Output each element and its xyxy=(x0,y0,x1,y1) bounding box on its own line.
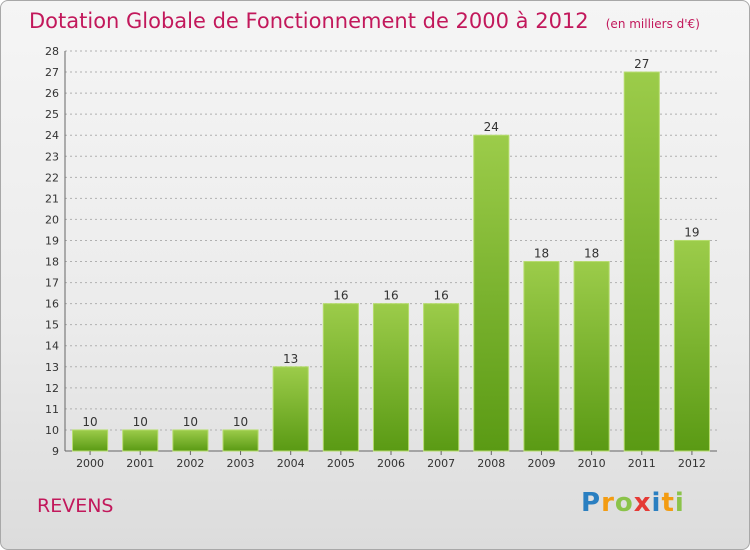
y-tick-label: 13 xyxy=(45,361,59,374)
bar xyxy=(122,429,159,452)
y-tick-label: 14 xyxy=(45,340,59,353)
logo-letter: i xyxy=(674,488,685,518)
logo-letter: x xyxy=(633,488,652,518)
y-tick-label: 18 xyxy=(45,256,59,269)
bar-value-label: 16 xyxy=(383,289,398,303)
x-tick-label: 2007 xyxy=(427,457,455,470)
y-tick-label: 16 xyxy=(45,298,59,311)
y-tick-label: 23 xyxy=(45,150,59,163)
chart-subtitle: (en milliers d'€) xyxy=(605,17,700,31)
bar-value-label: 16 xyxy=(333,289,348,303)
bar-value-label: 13 xyxy=(283,352,298,366)
logo-letter: o xyxy=(614,488,634,518)
bar xyxy=(423,303,460,452)
bar-value-label: 16 xyxy=(434,289,449,303)
y-tick-label: 24 xyxy=(45,129,59,142)
bar xyxy=(172,429,209,452)
x-tick-label: 2001 xyxy=(126,457,154,470)
bar-value-label: 10 xyxy=(133,415,148,429)
logo-letter: t xyxy=(661,488,675,518)
x-tick-label: 2009 xyxy=(527,457,555,470)
x-tick-label: 2005 xyxy=(327,457,355,470)
bar xyxy=(322,303,359,452)
bar-value-label: 10 xyxy=(183,415,198,429)
y-tick-label: 27 xyxy=(45,66,59,79)
logo-letter: i xyxy=(651,488,662,518)
x-tick-label: 2002 xyxy=(176,457,204,470)
bar-value-label: 10 xyxy=(233,415,248,429)
y-tick-label: 25 xyxy=(45,108,59,121)
bar xyxy=(372,303,410,452)
bar-value-label: 10 xyxy=(82,415,97,429)
bar xyxy=(623,71,660,452)
y-tick-label: 19 xyxy=(45,234,59,247)
bar-value-label: 27 xyxy=(634,57,649,71)
bar xyxy=(523,261,560,452)
bar xyxy=(72,429,109,452)
proxiti-logo[interactable]: Proxiti xyxy=(581,488,685,518)
y-tick-label: 26 xyxy=(45,87,59,100)
bar-value-label: 19 xyxy=(684,225,699,239)
logo-letter: P xyxy=(581,488,602,518)
y-tick-label: 11 xyxy=(45,403,59,416)
logo-letter: r xyxy=(601,488,615,518)
bar xyxy=(573,261,610,452)
y-tick-label: 20 xyxy=(45,213,59,226)
bar xyxy=(473,134,510,452)
chart-title: Dotation Globale de Fonctionnement de 20… xyxy=(29,9,589,33)
y-tick-label: 22 xyxy=(45,171,59,184)
x-tick-label: 2004 xyxy=(277,457,305,470)
bar xyxy=(272,366,309,452)
chart-title-block: Dotation Globale de Fonctionnement de 20… xyxy=(29,9,700,33)
x-tick-label: 2012 xyxy=(678,457,706,470)
y-tick-label: 17 xyxy=(45,277,59,290)
y-tick-label: 9 xyxy=(52,445,59,458)
x-tick-label: 2003 xyxy=(227,457,255,470)
y-tick-label: 21 xyxy=(45,192,59,205)
y-tick-label: 15 xyxy=(45,319,59,332)
x-tick-label: 2006 xyxy=(377,457,405,470)
bar xyxy=(673,239,710,452)
y-tick-label: 28 xyxy=(45,45,59,58)
bar-value-label: 18 xyxy=(534,247,549,261)
y-tick-label: 10 xyxy=(45,424,59,437)
y-tick-label: 12 xyxy=(45,382,59,395)
x-tick-label: 2011 xyxy=(628,457,656,470)
x-tick-label: 2010 xyxy=(578,457,606,470)
x-tick-label: 2000 xyxy=(76,457,104,470)
bar xyxy=(222,429,259,452)
x-tick-label: 2008 xyxy=(477,457,505,470)
bar-value-label: 18 xyxy=(584,247,599,261)
commune-name: REVENS xyxy=(37,495,114,517)
bar-value-label: 24 xyxy=(484,120,499,134)
